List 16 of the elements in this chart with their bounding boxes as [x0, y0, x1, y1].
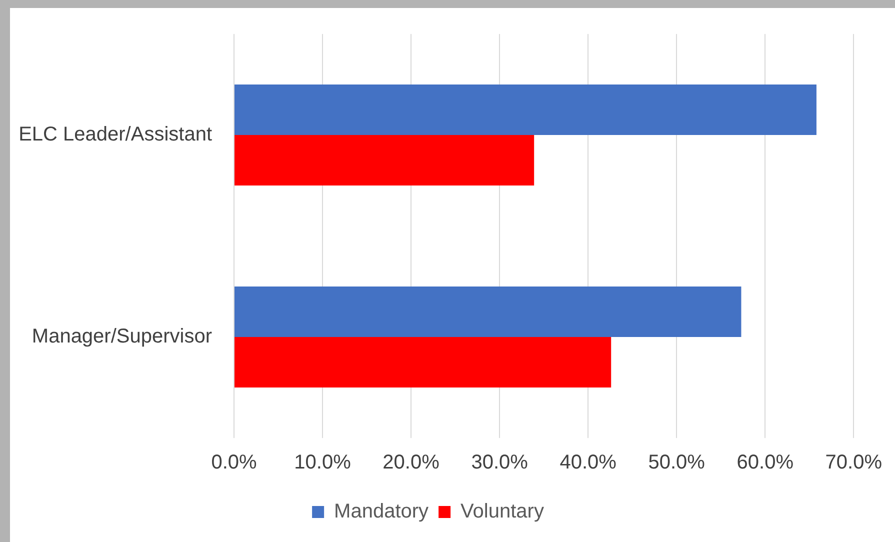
bar	[234, 135, 534, 186]
x-tick-label: 70.0%	[825, 452, 882, 474]
x-tick-label: 40.0%	[560, 452, 617, 474]
y-tick-label: ELC Leader/Assistant	[18, 124, 212, 146]
x-tick-label: 10.0%	[294, 452, 352, 474]
x-tick-label: 0.0%	[211, 452, 258, 474]
bar	[234, 84, 816, 135]
bar	[234, 337, 612, 388]
x-tick-label: 30.0%	[471, 452, 528, 474]
legend-label: Mandatory	[334, 500, 429, 523]
legend-label: Voluntary	[460, 500, 544, 523]
x-tick-label: 50.0%	[648, 452, 706, 474]
x-tick-label: 60.0%	[736, 452, 794, 474]
bar	[234, 286, 742, 337]
y-tick-label: Manager/Supervisor	[32, 326, 212, 348]
x-tick-label: 20.0%	[382, 452, 440, 474]
